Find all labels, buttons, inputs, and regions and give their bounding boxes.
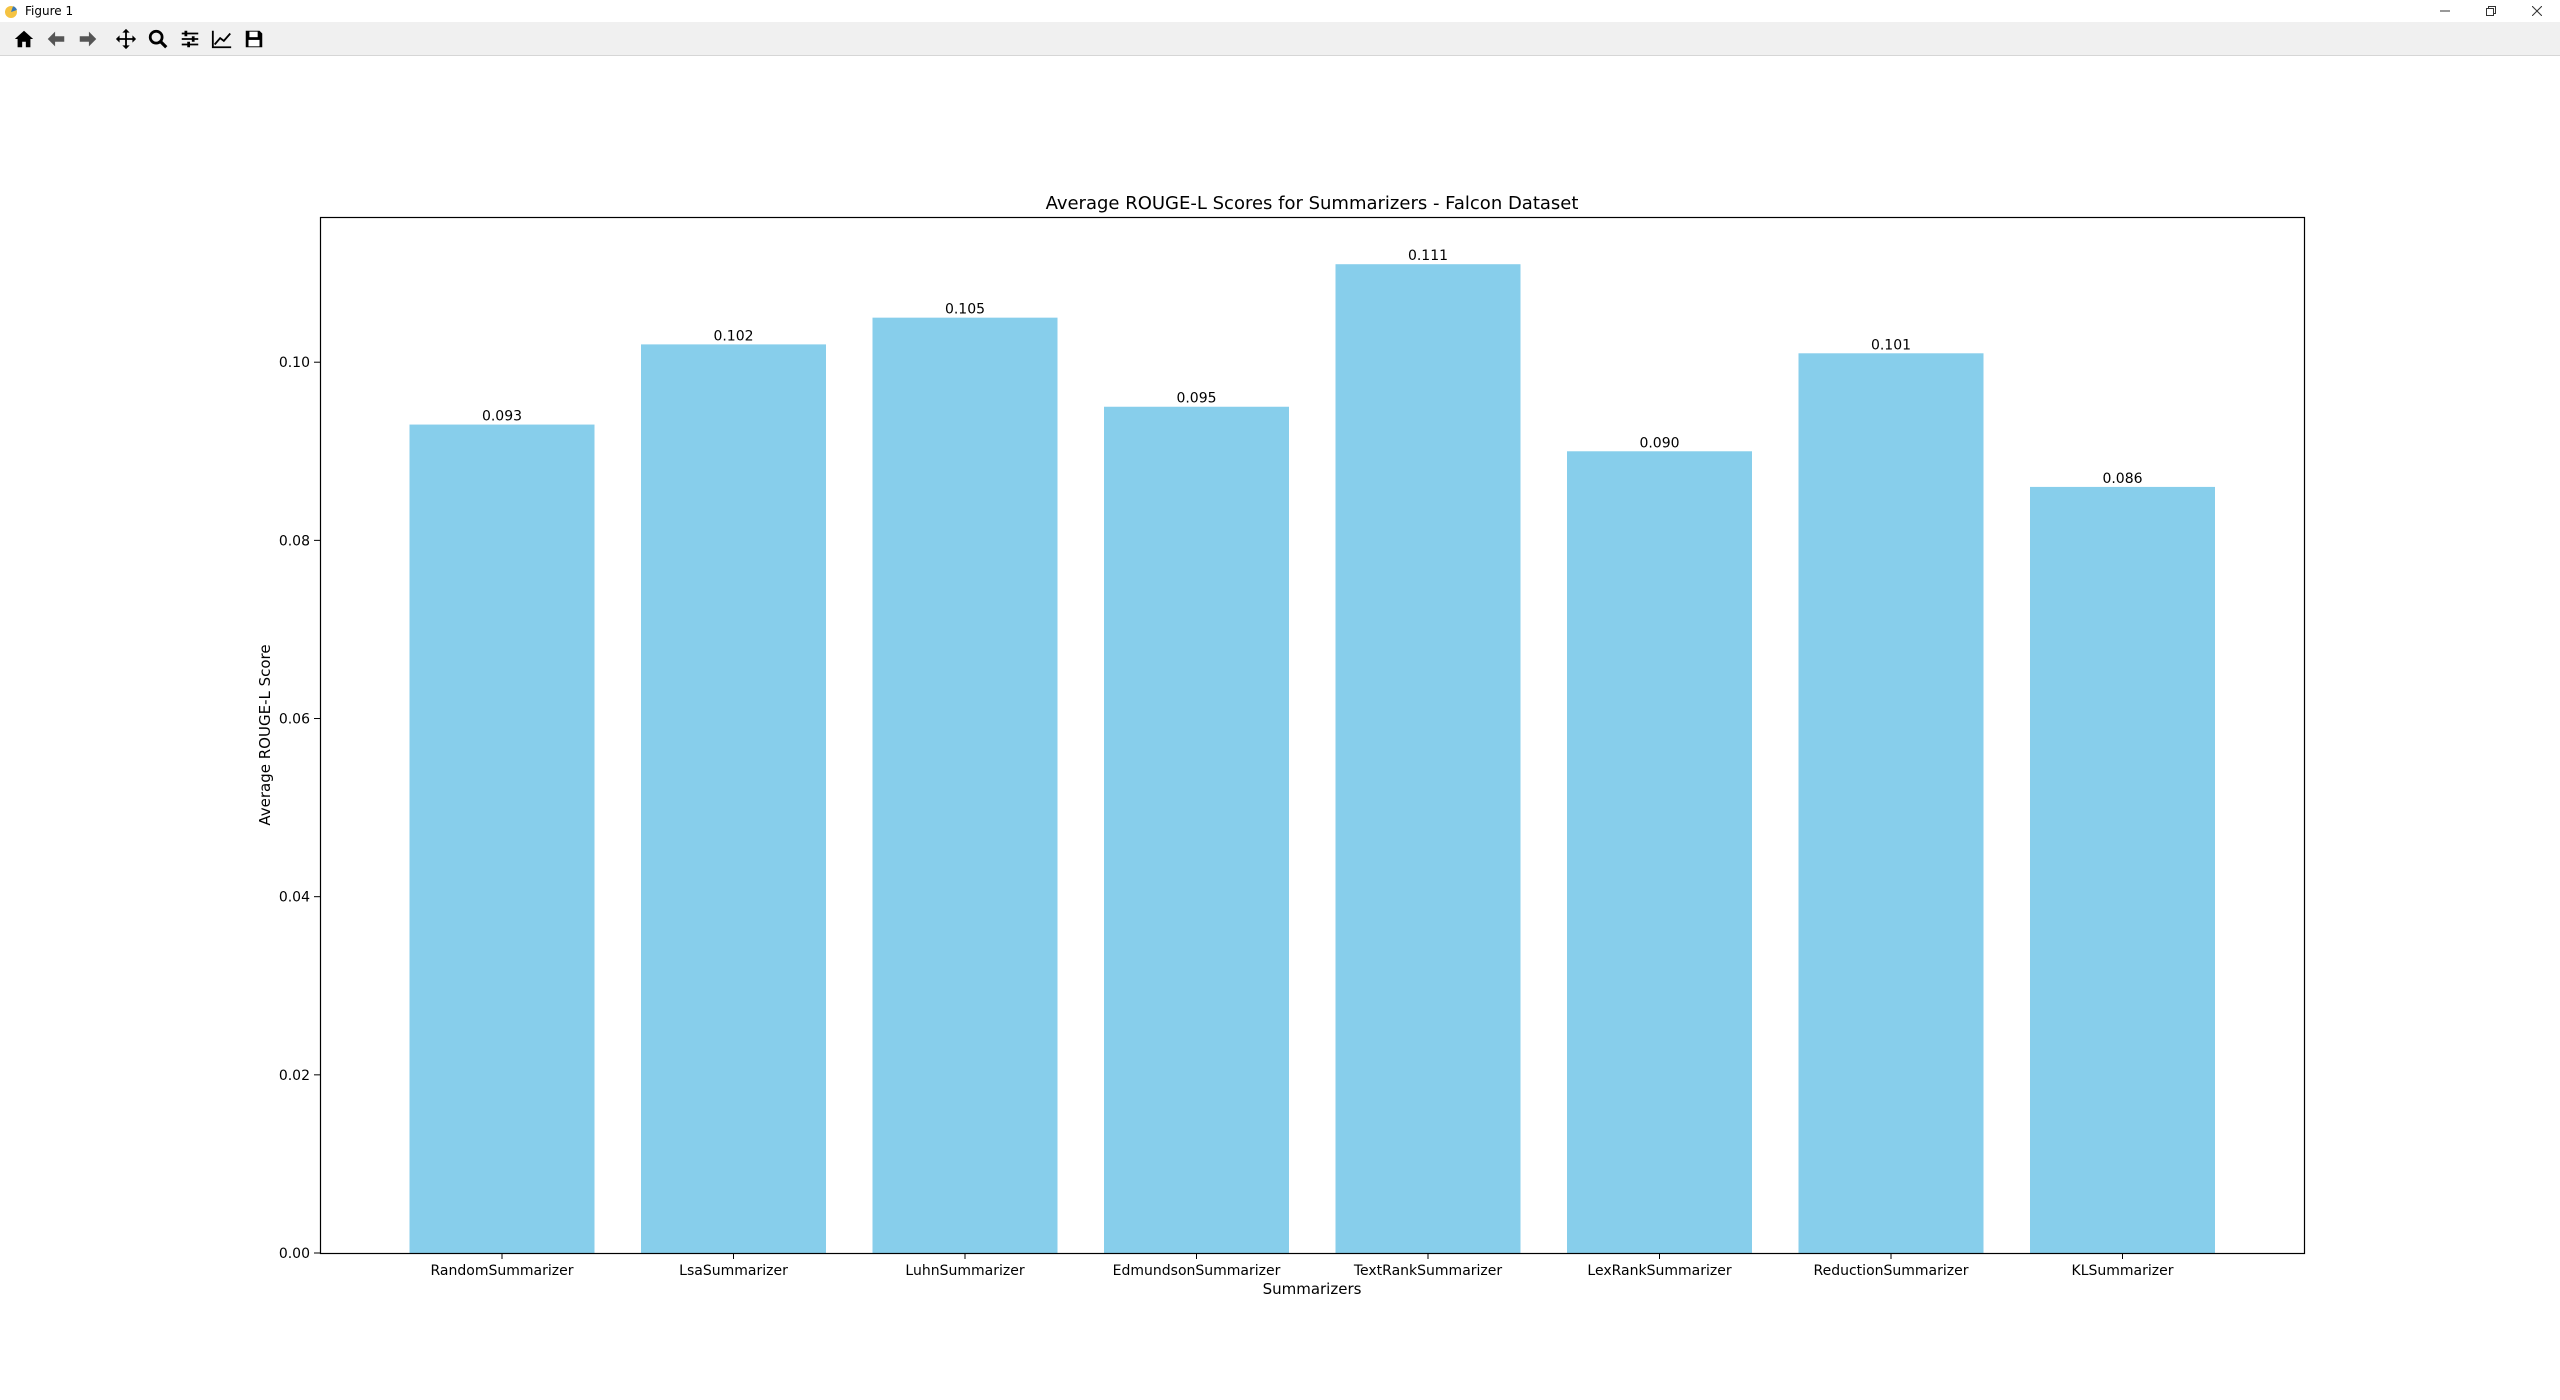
bar-TextRankSummarizer bbox=[1335, 264, 1521, 1253]
zoom-button[interactable] bbox=[144, 25, 172, 53]
x-tick-label: EdmundsonSummarizer bbox=[1113, 1263, 1281, 1279]
window-title: Figure 1 bbox=[25, 4, 74, 18]
bar-value-label: 0.086 bbox=[2102, 471, 2142, 487]
x-axis-label: Summarizers bbox=[1263, 1280, 1362, 1298]
bar-value-label: 0.095 bbox=[1176, 391, 1216, 407]
home-button[interactable] bbox=[10, 25, 38, 53]
bar-EdmundsonSummarizer bbox=[1104, 406, 1289, 1253]
magnifier-icon bbox=[148, 29, 168, 48]
back-button[interactable] bbox=[42, 25, 70, 53]
y-tick-label: 0.08 bbox=[279, 533, 310, 549]
x-tick-label: LexRankSummarizer bbox=[1587, 1263, 1731, 1279]
bar-value-label: 0.105 bbox=[945, 302, 985, 318]
x-tick-label: LuhnSummarizer bbox=[905, 1263, 1024, 1279]
x-tick-label: LsaSummarizer bbox=[679, 1263, 788, 1279]
navigation-toolbar bbox=[0, 22, 2560, 56]
window-controls bbox=[2422, 0, 2560, 22]
bar-value-label: 0.101 bbox=[1871, 337, 1911, 353]
bar-chart: 0.093 0.102 0.105 0.095 0.111 0.090 0.101 0.086… bbox=[256, 193, 2306, 1298]
move-icon bbox=[115, 28, 137, 49]
home-icon bbox=[14, 30, 34, 47]
minimize-icon bbox=[2440, 10, 2450, 12]
chart-title: Average ROUGE-L Scores for Summarizers -… bbox=[1046, 193, 1579, 214]
bar-KLSummarizer bbox=[2030, 486, 2215, 1253]
bar-LuhnSummarizer bbox=[872, 317, 1058, 1253]
bars-group: 0.093 0.102 0.105 0.095 0.111 0.090 0.101 0.086 bbox=[409, 248, 2215, 1254]
y-tick-label: 0.04 bbox=[279, 890, 310, 906]
forward-button[interactable] bbox=[74, 25, 102, 53]
bar-RandomSummarizer bbox=[409, 424, 595, 1254]
restore-icon bbox=[2486, 6, 2496, 16]
bar-value-label: 0.093 bbox=[482, 409, 522, 425]
floppy-disk-icon bbox=[245, 30, 263, 47]
x-axis-ticks: RandomSummarizer LsaSummarizer LuhnSummari… bbox=[431, 1253, 2174, 1279]
line-chart-icon bbox=[211, 30, 232, 48]
window-titlebar: Figure 1 bbox=[0, 0, 2560, 22]
y-axis-label: Average ROUGE-L Score bbox=[256, 644, 274, 825]
sliders-icon bbox=[181, 30, 199, 47]
close-icon bbox=[2532, 6, 2542, 16]
bar-LexRankSummarizer bbox=[1567, 451, 1752, 1254]
y-axis-ticks: 0.00 0.02 0.04 0.06 0.08 0.10 bbox=[279, 355, 320, 1262]
back-arrow-icon bbox=[47, 31, 65, 46]
bar-value-label: 0.111 bbox=[1408, 248, 1448, 264]
pan-button[interactable] bbox=[112, 25, 140, 53]
edit-axis-button[interactable] bbox=[208, 25, 236, 53]
x-tick-label: TextRankSummarizer bbox=[1353, 1263, 1503, 1279]
x-tick-label: RandomSummarizer bbox=[431, 1263, 574, 1279]
save-button[interactable] bbox=[240, 25, 268, 53]
y-tick-label: 0.06 bbox=[279, 712, 310, 728]
x-tick-label: KLSummarizer bbox=[2072, 1263, 2174, 1279]
y-tick-label: 0.02 bbox=[279, 1068, 310, 1084]
bar-value-label: 0.102 bbox=[713, 328, 753, 344]
close-button[interactable] bbox=[2514, 0, 2560, 22]
y-tick-label: 0.10 bbox=[279, 355, 310, 371]
bar-ReductionSummarizer bbox=[1798, 353, 1984, 1253]
matplotlib-app-icon bbox=[4, 4, 18, 18]
restore-button[interactable] bbox=[2468, 0, 2514, 22]
bar-LsaSummarizer bbox=[641, 344, 826, 1253]
x-tick-label: ReductionSummarizer bbox=[1814, 1263, 1969, 1279]
minimize-button[interactable] bbox=[2422, 0, 2468, 22]
bar-value-label: 0.090 bbox=[1639, 435, 1679, 451]
axes-frame bbox=[319, 216, 2306, 1255]
subplots-button[interactable] bbox=[176, 25, 204, 53]
forward-arrow-icon bbox=[79, 31, 97, 46]
y-tick-label: 0.00 bbox=[279, 1246, 310, 1262]
